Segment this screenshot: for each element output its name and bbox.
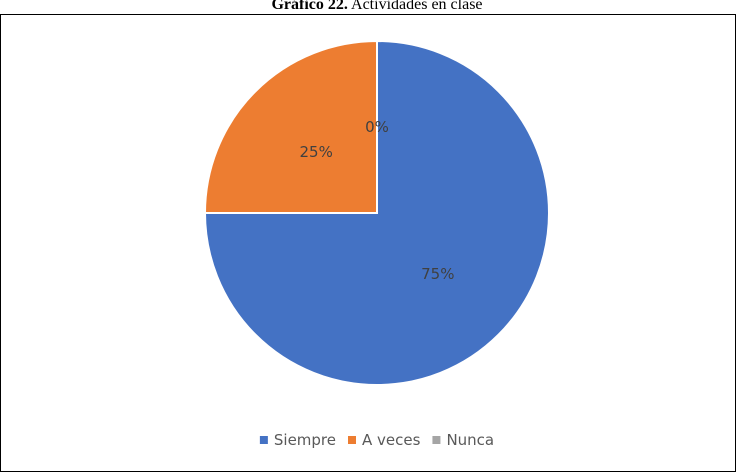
legend-swatch: [259, 436, 268, 444]
data-label: 75%: [421, 265, 454, 283]
chart-title: Gráfico 22. Actividades en clase: [271, 0, 482, 13]
title-text: Actividades en clase: [351, 0, 483, 13]
legend-label: A veces: [362, 431, 421, 449]
data-label: 25%: [300, 143, 333, 161]
legend-swatch: [432, 436, 441, 444]
legend-label: Siempre: [274, 431, 336, 449]
data-label: 0%: [365, 118, 389, 136]
legend-label: Nunca: [446, 431, 494, 449]
pie-slice: [203, 39, 378, 214]
legend-swatch: [348, 436, 356, 444]
title-label: Gráfico 22.: [271, 0, 347, 13]
